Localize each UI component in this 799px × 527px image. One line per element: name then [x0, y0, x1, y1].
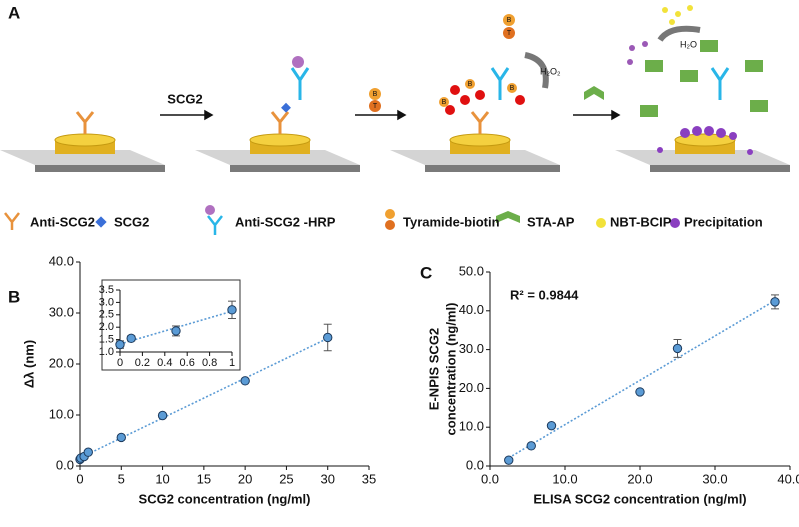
h2o-label: H₂O [680, 39, 697, 49]
x-tick-label: 30 [320, 471, 334, 486]
data-point [83, 447, 93, 457]
y-tick-label: 30.0 [49, 304, 74, 319]
panel-label: B [8, 287, 20, 306]
x-tick-label: 0.0 [481, 471, 499, 486]
x-tick-label: 10.0 [552, 471, 577, 486]
schematic: B B B H₂O₂ B T H₂O SCG2 B T [0, 5, 790, 172]
x-tick-label: 0.6 [180, 357, 195, 369]
y-tick-label: 10.0 [49, 406, 74, 421]
platform [195, 56, 360, 172]
y-tick-label: 1.0 [99, 346, 114, 358]
biotin-letter: B [442, 99, 447, 106]
biotin-letter: B [507, 17, 512, 24]
data-point [504, 455, 514, 465]
data-point [171, 326, 181, 336]
legend-label: STA-AP [527, 214, 575, 229]
legend-label: Anti-SCG2 -HRP [235, 214, 336, 229]
data-point [546, 420, 557, 431]
x-tick-label: 15 [197, 471, 211, 486]
x-tick-label: 25 [279, 471, 293, 486]
y-tick-label: 0.0 [56, 457, 74, 472]
data-point [126, 333, 136, 344]
x-tick-label: 10 [155, 471, 169, 486]
platform: B B B H₂O₂ B T [390, 14, 561, 172]
x-tick-label: 5 [118, 471, 125, 486]
data-point [635, 387, 645, 397]
y-tick-label: 50.0 [459, 263, 484, 278]
y-axis-label: E-NPIS SCG2 [426, 328, 441, 410]
annotation: R² = 0.9844 [510, 287, 579, 302]
legend-label: SCG2 [114, 214, 149, 229]
data-point [227, 305, 237, 315]
biotin-letter: B [373, 91, 378, 98]
data-point [526, 441, 536, 451]
tyramide-letter: T [507, 30, 512, 37]
y-tick-label: 3.0 [99, 296, 114, 308]
platform: H₂O [615, 5, 790, 172]
y-tick-label: 40.0 [49, 253, 74, 268]
biotin-letter: B [468, 81, 473, 88]
inset-frame [101, 279, 241, 371]
legend-label: NBT-BCIP [610, 214, 672, 229]
x-tick-label: 30.0 [702, 471, 727, 486]
x-tick-label: 20.0 [627, 471, 652, 486]
step-arrows [160, 109, 621, 121]
step-label: SCG2 [167, 91, 202, 106]
legend-label: Tyramide-biotin [403, 214, 500, 229]
h2o2-label: H₂O₂ [540, 66, 561, 76]
legend-label: Precipitation [684, 214, 763, 229]
y-tick-label: 2.0 [99, 321, 114, 333]
x-tick-label: 40.0 [777, 471, 799, 486]
trendline [119, 310, 233, 345]
x-axis-label: SCG2 concentration (ng/ml) [139, 491, 311, 506]
y-tick-label: 1.5 [99, 334, 114, 346]
data-point [157, 410, 168, 421]
tyramide-letter: T [373, 103, 378, 110]
x-axis-label: ELISA SCG2 concentration (ng/ml) [533, 491, 746, 506]
data-point [770, 297, 780, 307]
data-point [672, 343, 683, 354]
panel-label: C [420, 263, 432, 282]
data-point [115, 339, 125, 350]
x-tick-label: 20 [238, 471, 252, 486]
y-tick-label: 2.5 [99, 309, 114, 321]
data-point [240, 376, 250, 386]
y-tick-label: 3.5 [99, 284, 114, 296]
biotin-letter: B [510, 85, 515, 92]
x-tick-label: 1 [229, 357, 235, 369]
schematic-legend: Anti-SCG2 SCG2 Anti-SCG2 -HRP Tyramide-b… [4, 205, 763, 235]
y-axis-label: Δλ (nm) [21, 340, 36, 388]
y-tick-label: 20.0 [49, 355, 74, 370]
y-tick-label: 40.0 [459, 302, 484, 317]
y-tick-label: 20.0 [459, 380, 484, 395]
data-point [323, 332, 333, 343]
x-tick-label: 35 [362, 471, 376, 486]
x-tick-label: 0 [117, 357, 123, 369]
data-point [116, 432, 126, 443]
x-tick-label: 0.8 [202, 357, 217, 369]
x-tick-label: 0.4 [157, 357, 172, 369]
legend-label: Anti-SCG2 [30, 214, 95, 229]
y-tick-label: 30.0 [459, 341, 484, 356]
panel-label: A [8, 3, 20, 22]
platform [0, 111, 165, 172]
y-tick-label: 0.0 [466, 457, 484, 472]
y-tick-label: 10.0 [459, 419, 484, 434]
x-tick-label: 0 [76, 471, 83, 486]
x-tick-label: 0.2 [135, 357, 150, 369]
trendline [508, 299, 776, 459]
y-axis-label: concentration (ng/ml) [443, 303, 458, 436]
